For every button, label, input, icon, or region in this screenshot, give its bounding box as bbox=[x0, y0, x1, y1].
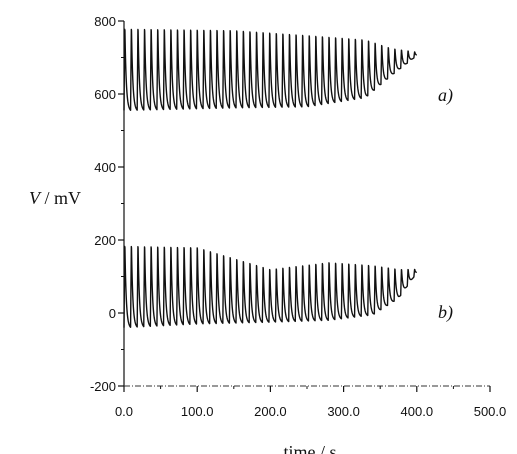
trace-label-b: b) bbox=[438, 302, 453, 323]
y-tick-label: 400 bbox=[94, 160, 116, 175]
x-tick-label: 0.0 bbox=[115, 404, 133, 419]
x-tick-label: 200.0 bbox=[254, 404, 287, 419]
trace-b bbox=[123, 245, 418, 328]
y-tick-label: 600 bbox=[94, 87, 116, 102]
y-tick-label: 800 bbox=[94, 14, 116, 29]
y-axis-title: V / mV bbox=[29, 188, 81, 208]
x-tick-label: 300.0 bbox=[327, 404, 360, 419]
y-tick-label: 200 bbox=[94, 233, 116, 248]
y-tick-label: 0 bbox=[109, 306, 116, 321]
traces bbox=[123, 28, 418, 328]
x-tick-label: 400.0 bbox=[401, 404, 434, 419]
ticks: -200 0 200 400 600 800 0.0 100.0 200.0 300.0 400.0… bbox=[90, 14, 506, 419]
y-axis-unit: / mV bbox=[40, 188, 81, 208]
x-axis-title: time / s bbox=[284, 442, 337, 454]
x-tick-label: 100.0 bbox=[181, 404, 214, 419]
y-axis-variable: V bbox=[29, 188, 42, 208]
trace-label-a: a) bbox=[438, 85, 453, 106]
trace-a bbox=[123, 28, 418, 111]
x-tick-label: 500.0 bbox=[474, 404, 507, 419]
labels: a) b) bbox=[438, 85, 453, 323]
y-tick-label: -200 bbox=[90, 379, 116, 394]
